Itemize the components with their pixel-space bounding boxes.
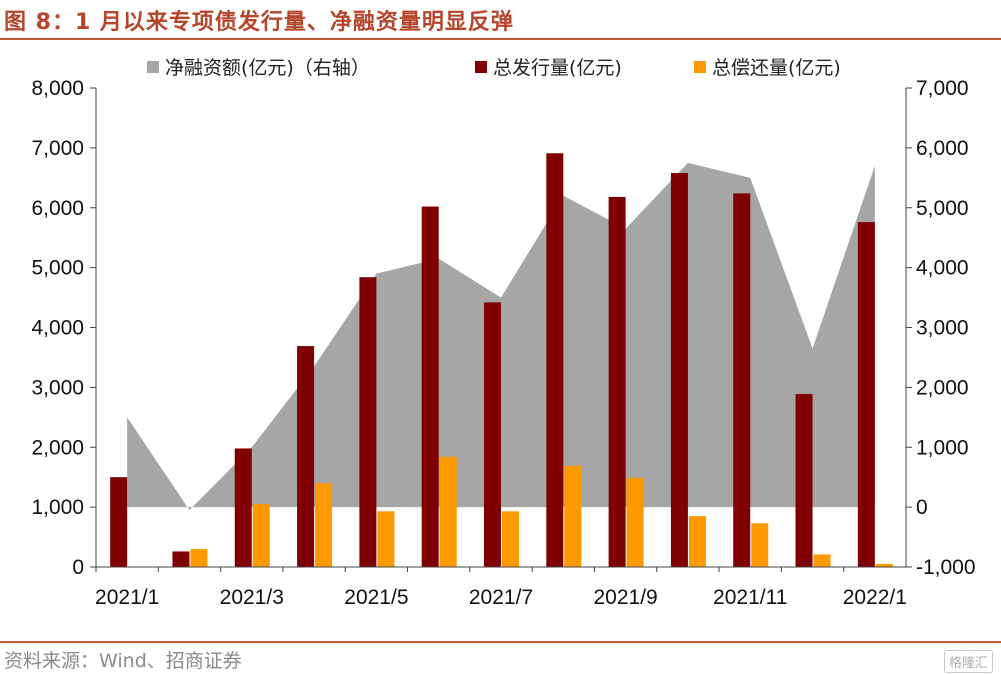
issuance-bar-2021/3	[234, 448, 252, 567]
right-tick-label: 2,000	[916, 376, 969, 399]
issuance-bar-2021/2	[172, 551, 190, 567]
repayment-bar-2022/1	[875, 564, 893, 567]
repayment-bar-2021/8	[564, 465, 582, 567]
repayment-bar-2021/9	[626, 477, 644, 567]
issuance-bar-2021/1	[110, 477, 128, 567]
left-tick-label: 8,000	[31, 77, 84, 100]
left-tick-label: 4,000	[31, 317, 84, 340]
right-tick-label: 4,000	[916, 257, 969, 280]
issuance-bar-2021/10	[670, 173, 688, 567]
left-tick-label: 3,000	[31, 376, 84, 399]
right-tick-label: 3,000	[916, 317, 969, 340]
repayment-bar-2021/7	[502, 511, 519, 567]
right-tick-label: -1,000	[916, 556, 976, 579]
left-tick-label: 0	[72, 556, 84, 579]
issuance-bar-2021/5	[359, 277, 377, 567]
right-tick-label: 5,000	[916, 197, 969, 220]
right-tick-label: 1,000	[916, 436, 969, 459]
watermark-logo: 格隆汇	[943, 650, 993, 673]
repayment-bar-2021/12	[813, 554, 831, 567]
x-tick-label: 2021/11	[713, 586, 787, 609]
repayment-bar-2021/6	[439, 456, 457, 567]
issuance-bar-2021/7	[484, 302, 501, 567]
legend-repayment-label: 总偿还量(亿元)	[712, 57, 841, 79]
right-tick-label: 7,000	[916, 77, 969, 100]
x-tick-label: 2021/5	[344, 586, 408, 609]
repayment-bar-2021/10	[688, 516, 706, 567]
source-note: 资料来源：Wind、招商证券	[4, 650, 242, 672]
source-rule	[0, 641, 1001, 643]
right-tick-label: 6,000	[916, 137, 969, 160]
x-tick-label: 2022/1	[843, 586, 907, 609]
repayment-bar-2021/2	[190, 549, 208, 567]
x-tick-label: 2021/7	[469, 586, 533, 609]
legend-net-financing-swatch	[147, 61, 159, 73]
legend-issuance-label: 总发行量(亿元)	[493, 57, 622, 79]
left-tick-label: 5,000	[31, 257, 84, 280]
repayment-bar-2021/4	[315, 483, 333, 567]
repayment-bar-2021/5	[377, 511, 395, 567]
issuance-bar-2022/1	[857, 222, 875, 567]
figure-title: 图 8：1 月以来专项债发行量、净融资量明显反弹	[4, 10, 514, 35]
issuance-bar-2021/4	[297, 346, 315, 567]
left-tick-label: 1,000	[31, 496, 84, 519]
title-rule	[0, 38, 1001, 40]
legend-repayment-swatch	[694, 61, 706, 73]
issuance-bar-2021/6	[421, 206, 439, 568]
left-tick-label: 7,000	[31, 137, 84, 160]
right-tick-label: 0	[916, 496, 928, 519]
legend-net-financing-label: 净融资额(亿元)（右轴）	[165, 57, 370, 79]
issuance-bar-2021/12	[795, 393, 813, 567]
issuance-bar-2021/9	[608, 196, 626, 567]
legend-issuance-swatch	[475, 61, 487, 73]
left-tick-label: 2,000	[31, 436, 84, 459]
left-tick-label: 6,000	[31, 197, 84, 220]
issuance-bar-2021/11	[733, 193, 751, 567]
issuance-bar-2021/8	[546, 153, 564, 568]
x-tick-label: 2021/1	[95, 586, 159, 609]
x-tick-label: 2021/3	[220, 586, 284, 609]
repayment-bar-2021/11	[751, 523, 769, 567]
repayment-bar-2021/3	[252, 504, 270, 567]
x-tick-label: 2021/9	[593, 586, 657, 609]
